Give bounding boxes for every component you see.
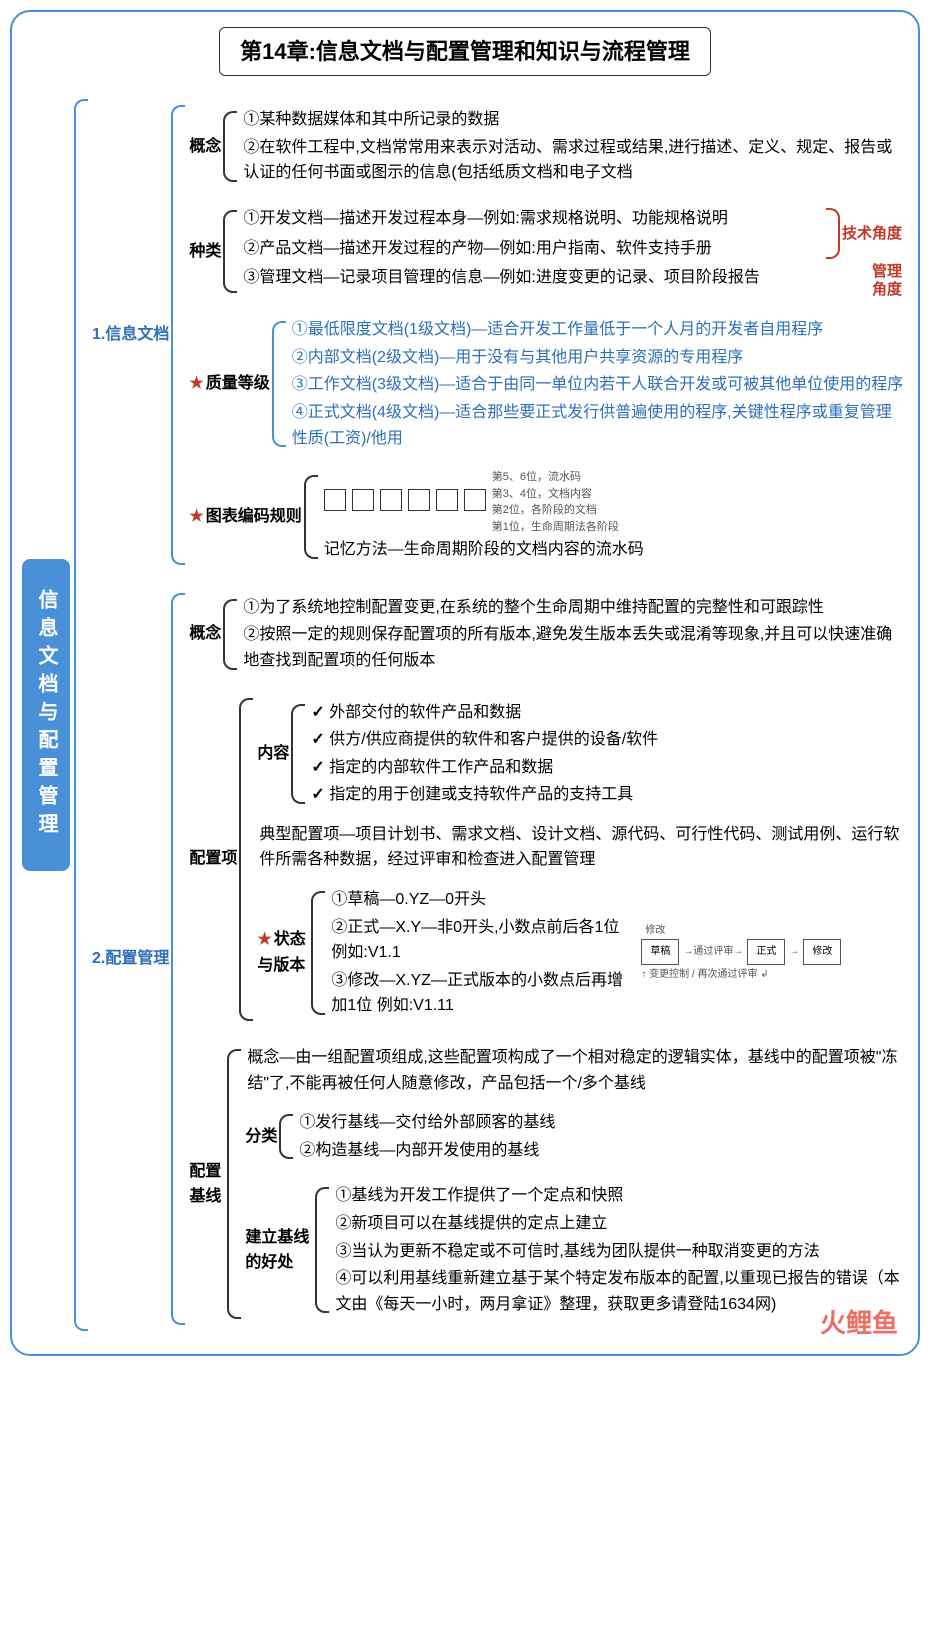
content-block: ①发行基线—交付给外部顾客的基线 ②构造基线—内部开发使用的基线	[295, 1106, 908, 1167]
legend-line: 第3、4位，文档内容	[492, 486, 619, 503]
node-concept: 概念	[187, 134, 223, 160]
typical-config: 典型配置项—项目计划书、需求文档、设计文档、源代码、可行性代码、测试用例、运行软…	[255, 820, 908, 875]
state-box: 草稿	[641, 939, 679, 965]
content-block: ①某种数据媒体和其中所记录的数据 ②在软件工程中,文档常常用来表示对活动、需求过…	[239, 103, 908, 190]
text-line: ①开发文档—描述开发过程本身—例如:需求规格说明、功能规格说明	[243, 206, 824, 232]
text-line: ①为了系统地控制配置变更,在系统的整个生命周期中维持配置的完整性和可跟踪性	[243, 595, 904, 621]
legend-line: 第1位，生命周期法各阶段	[492, 519, 619, 536]
node-baseline: 配置基线	[187, 1159, 227, 1210]
bracket-icon	[227, 1049, 241, 1319]
check-line: 供方/供应商提供的软件和客户提供的设备/软件	[311, 727, 904, 753]
bracket-icon	[304, 475, 318, 559]
text-line: ①某种数据媒体和其中所记录的数据	[243, 107, 904, 133]
text-line: ①草稿—0.YZ—0开头	[331, 887, 631, 913]
chapter-title: 第14章:信息文档与配置管理和知识与流程管理	[219, 27, 711, 76]
node-benefit: 建立基线的好处	[243, 1225, 315, 1276]
bracket-icon	[311, 891, 325, 1015]
bracket-icon	[291, 704, 305, 804]
node-content: 内容	[255, 741, 291, 767]
arrow-label: 通过评审	[693, 946, 733, 957]
bracket-icon	[223, 111, 237, 182]
text-line: ④正式文档(4级文档)—适合那些要正式发行供普遍使用的程序,关键性程序或重复管理…	[292, 400, 904, 451]
section-2-label: 2.配置管理	[90, 946, 171, 972]
node-coderule: 图表编码规则	[187, 504, 303, 530]
content-block: ①草稿—0.YZ—0开头 ②正式—X.Y—非0开头,小数点前后各1位 例如:V1…	[327, 883, 908, 1023]
text-line: ③管理文档—记录项目管理的信息—例如:进度变更的记录、项目阶段报告	[243, 265, 870, 297]
side-label-mgmt: 管理角度	[870, 263, 904, 299]
bracket-icon	[826, 208, 840, 259]
content-block: ①为了系统地控制配置变更,在系统的整个生命周期中维持配置的完整性和可跟踪性 ②按…	[239, 591, 908, 678]
text-line: ③工作文档(3级文档)—适合于由同一单位内若干人联合开发或可被其他单位使用的程序	[292, 372, 904, 398]
watermark: 火鲤鱼	[820, 1303, 898, 1345]
arrow-label: 修改	[645, 923, 841, 939]
legend-line: 第5、6位，流水码	[492, 469, 619, 486]
check-line: 外部交付的软件产品和数据	[311, 700, 904, 726]
content-block: 外部交付的软件产品和数据 供方/供应商提供的软件和客户提供的设备/软件 指定的内…	[307, 696, 908, 812]
check-line: 指定的内部软件工作产品和数据	[311, 755, 904, 781]
bracket-icon	[223, 210, 237, 293]
content-block: ①最低限度文档(1级文档)—适合开发工作量低于一个人月的开发者自用程序 ②内部文…	[288, 313, 908, 455]
state-diagram: 修改 草稿 →通过评审→ 正式 → 修改 ↑ 变更控制	[631, 913, 851, 993]
bracket-icon	[171, 105, 185, 565]
node-kind: 种类	[187, 239, 223, 265]
content-block: 第5、6位，流水码 第3、4位，文档内容 第2位，各阶段的文档 第1位，生命周期…	[320, 467, 908, 567]
node-category: 分类	[243, 1124, 279, 1150]
bracket-icon	[74, 99, 88, 1331]
bracket-icon	[315, 1187, 329, 1313]
text-line: ②按照一定的规则保存配置项的所有版本,避免发生版本丢失或混淆等现象,并且可以快速…	[243, 622, 904, 673]
node-concept2: 概念	[187, 621, 223, 647]
content-block: ①基线为开发工作提供了一个定点和快照 ②新项目可以在基线提供的定点上建立 ③当认…	[331, 1179, 908, 1321]
text-line: ②构造基线—内部开发使用的基线	[299, 1138, 904, 1164]
baseline-concept: 概念—由一组配置项组成,这些配置项构成了一个相对稳定的逻辑实体，基线中的配置项被…	[243, 1043, 908, 1098]
mindmap-container: 第14章:信息文档与配置管理和知识与流程管理 信息文档与配置管理 1.信息文档 …	[10, 10, 920, 1356]
bracket-icon	[279, 1114, 293, 1159]
text-line: ②在软件工程中,文档常常用来表示对活动、需求过程或结果,进行描述、定义、规定、报…	[243, 135, 904, 186]
side-label-tech: 技术角度	[840, 222, 904, 246]
text-line: ①发行基线—交付给外部顾客的基线	[299, 1110, 904, 1136]
text-line: ②内部文档(2级文档)—用于没有与其他用户共享资源的专用程序	[292, 345, 904, 371]
text-line: ②新项目可以在基线提供的定点上建立	[335, 1211, 904, 1237]
bracket-icon	[171, 593, 185, 1326]
text-line: ①基线为开发工作提供了一个定点和快照	[335, 1183, 904, 1209]
text-line: ②正式—X.Y—非0开头,小数点前后各1位 例如:V1.1	[331, 915, 631, 966]
code-box-diagram	[324, 489, 486, 511]
state-box: 修改	[803, 939, 841, 965]
root-node: 信息文档与配置管理	[22, 559, 70, 871]
legend-line: 第2位，各阶段的文档	[492, 502, 619, 519]
arrow-label: ↑ 变更控制 / 再次通过评审 ↲	[641, 967, 841, 983]
node-quality: 质量等级	[187, 371, 271, 397]
text-line: ③修改—X.YZ—正式版本的小数点后再增加1位 例如:V1.11	[331, 968, 631, 1019]
node-state-version: 状态与版本	[255, 927, 311, 978]
state-box: 正式	[747, 939, 785, 965]
bracket-icon	[272, 321, 286, 447]
content-block: ①开发文档—描述开发过程本身—例如:需求规格说明、功能规格说明 ②产品文档—描述…	[239, 202, 908, 301]
mnemonic: 记忆方法—生命周期阶段的文档内容的流水码	[324, 537, 904, 563]
node-configitem: 配置项	[187, 846, 239, 872]
check-line: 指定的用于创建或支持软件产品的支持工具	[311, 782, 904, 808]
bracket-icon	[239, 698, 253, 1022]
text-line: ①最低限度文档(1级文档)—适合开发工作量低于一个人月的开发者自用程序	[292, 317, 904, 343]
text-line: ②产品文档—描述开发过程的产物—例如:用户指南、软件支持手册	[243, 236, 824, 262]
section-1-label: 1.信息文档	[90, 322, 171, 348]
text-line: ④可以利用基线重新建立基于某个特定发布版本的配置,以重现已报告的错误（本文由《每…	[335, 1266, 904, 1317]
code-legend: 第5、6位，流水码 第3、4位，文档内容 第2位，各阶段的文档 第1位，生命周期…	[492, 469, 619, 535]
bracket-icon	[223, 599, 237, 670]
text-line: ③当认为更新不稳定或不可信时,基线为团队提供一种取消变更的方法	[335, 1239, 904, 1265]
